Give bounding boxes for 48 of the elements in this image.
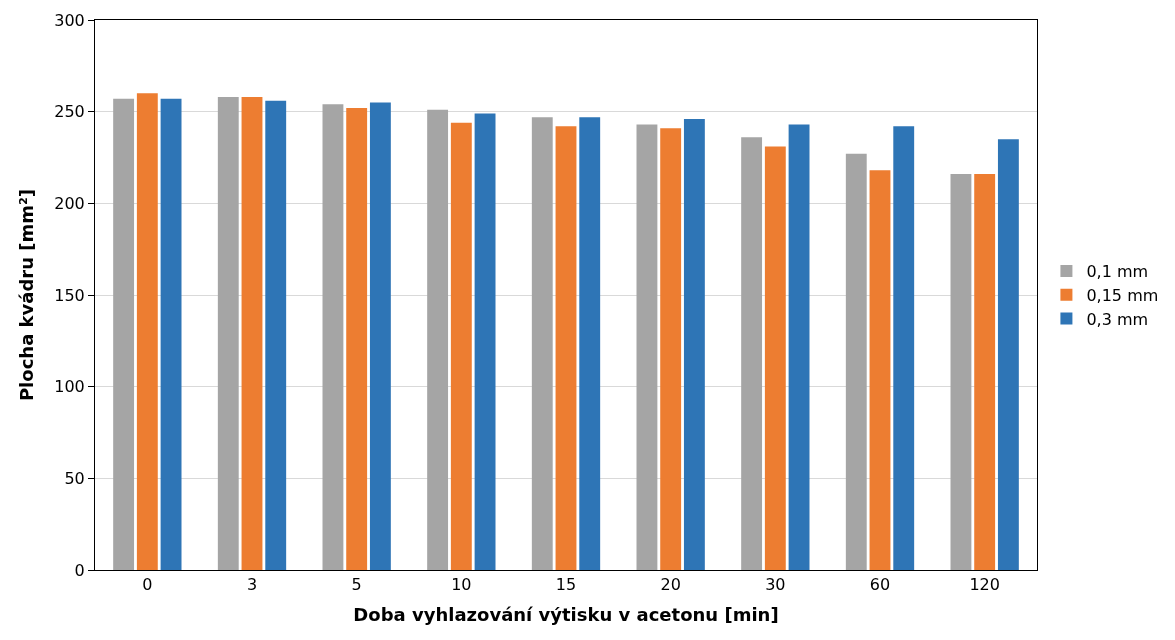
bar [450, 122, 472, 570]
y-tick-label: 50 [64, 468, 85, 488]
legend-label: 0,3 mm [1086, 309, 1149, 329]
x-tick-label: 20 [660, 575, 681, 595]
bar [265, 100, 287, 570]
y-tick-label: 100 [54, 377, 85, 397]
bar [531, 117, 553, 570]
legend-label: 0,15 mm [1086, 285, 1159, 305]
bar [893, 126, 915, 570]
bar [369, 102, 391, 570]
bar [636, 124, 658, 570]
y-tick-label: 300 [54, 10, 85, 30]
bar [241, 97, 263, 570]
bar [555, 126, 577, 570]
bar [764, 146, 786, 570]
bar [217, 97, 239, 570]
y-tick-label: 150 [54, 285, 85, 305]
bar [113, 98, 135, 570]
y-axis-title: Plocha kvádru [mm²] [16, 188, 38, 402]
x-tick-label: 0 [142, 575, 153, 595]
bar [974, 174, 996, 570]
x-tick-label: 3 [246, 575, 258, 595]
bar [788, 124, 810, 570]
x-tick-label: 5 [351, 575, 362, 595]
x-tick-label: 10 [451, 575, 472, 595]
x-tick-label: 30 [765, 575, 786, 595]
bar [683, 119, 705, 570]
bar [869, 170, 891, 570]
bar [741, 137, 763, 570]
bar [660, 128, 682, 570]
legend-label: 0,1 mm [1086, 262, 1149, 282]
x-axis-title: Doba vyhlazování výtisku v acetonu [min] [353, 604, 779, 626]
bar [845, 153, 867, 570]
y-tick-label: 0 [74, 560, 85, 580]
bar [136, 93, 158, 570]
bar [322, 104, 344, 570]
x-tick-label: 120 [969, 575, 1000, 595]
bar [160, 98, 182, 570]
y-tick-label: 250 [54, 102, 85, 122]
bar [427, 109, 449, 570]
bar [997, 139, 1019, 570]
y-tick-label: 200 [54, 193, 85, 213]
bar [579, 117, 601, 570]
x-tick-label: 15 [555, 575, 577, 595]
bar [950, 174, 972, 570]
bar [346, 108, 368, 570]
bar [474, 113, 496, 570]
x-tick-label: 60 [869, 575, 891, 595]
